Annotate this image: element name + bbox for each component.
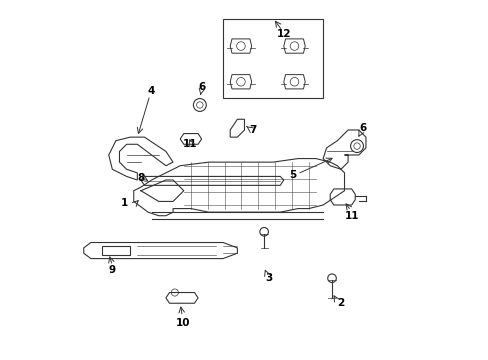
Text: 5: 5 (288, 170, 296, 180)
Text: 6: 6 (198, 82, 205, 92)
Text: 6: 6 (359, 123, 366, 133)
Text: 8: 8 (137, 173, 144, 183)
Text: 7: 7 (249, 125, 257, 135)
Text: 4: 4 (148, 86, 155, 96)
Text: 2: 2 (337, 298, 344, 308)
Text: 10: 10 (176, 318, 190, 328)
Text: 11: 11 (344, 211, 358, 221)
Text: 11: 11 (183, 139, 197, 149)
Text: 12: 12 (277, 28, 291, 39)
Text: 9: 9 (108, 265, 116, 275)
Text: 1: 1 (121, 198, 128, 208)
Text: 3: 3 (264, 273, 272, 283)
